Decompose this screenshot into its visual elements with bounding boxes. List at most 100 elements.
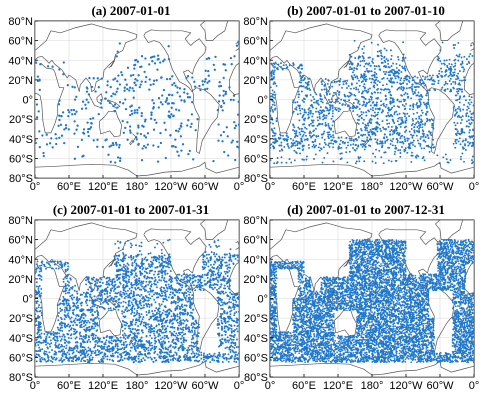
panel-b-point-1042	[332, 134, 335, 137]
panel-b-point-447	[450, 73, 452, 76]
panel-a-point-220	[165, 77, 169, 81]
panel-c-point-180	[78, 356, 80, 359]
panel-c-point-2513	[60, 343, 63, 346]
panel-c-point-2225	[201, 273, 204, 276]
panel-b-point-1362	[465, 99, 467, 102]
panel-c-point-924	[45, 360, 48, 363]
panel-a-xtick-5: 60°W	[191, 181, 219, 193]
panel-a-point-144	[118, 42, 121, 45]
panel-b-point-531	[341, 86, 343, 89]
panel-b-point-1176	[386, 77, 389, 80]
panel-c-point-634	[235, 300, 238, 303]
panel-c-point-2584	[158, 355, 161, 358]
panel-c-point-1046	[59, 310, 62, 313]
panel-a-point-122	[190, 122, 193, 126]
panel-b-point-1533	[323, 114, 326, 117]
panel-c-point-2200	[210, 275, 212, 278]
panel-c-point-2346	[213, 241, 216, 244]
panel-c-point-1915	[98, 306, 101, 309]
panel-c-point-1121	[175, 278, 178, 281]
panel-b-point-669	[385, 98, 388, 100]
panel-c-point-762	[159, 304, 161, 307]
panel-a-point-189	[193, 85, 197, 88]
panel-b-point-1282	[405, 117, 408, 120]
panel-a-point-300	[140, 114, 143, 118]
panel-c-point-2576	[115, 336, 118, 339]
panel-b-point-429	[377, 87, 380, 90]
panel-c-point-1030	[183, 355, 185, 358]
panel-b-point-1000	[346, 79, 349, 82]
panel-c-point-2512	[48, 343, 51, 346]
panel-c-point-2188	[91, 332, 94, 335]
panel-a-point-37	[134, 83, 137, 87]
panel-a-point-178	[205, 57, 208, 61]
panel-a-ytick-5: 20°S	[9, 114, 33, 126]
panel-b-point-1703	[418, 95, 421, 98]
panel-b-point-771	[330, 81, 333, 84]
panel-c-point-2260	[38, 333, 41, 336]
panel-b-point-1233	[371, 60, 374, 63]
panel-b-point-987	[436, 154, 439, 157]
panel-b-point-594	[442, 156, 445, 159]
panel-b-point-419	[296, 147, 299, 150]
panel-c-point-917	[40, 306, 43, 309]
panel-c-point-2583	[74, 305, 77, 308]
panel-c-point-2499	[61, 350, 64, 353]
panel-a-point-173	[224, 69, 227, 72]
panel-c-point-285	[155, 307, 158, 310]
panel-b-point-1615	[305, 95, 308, 98]
panel-b-point-1614	[408, 115, 411, 118]
panel-b-point-1486	[376, 54, 379, 57]
panel-b-point-989	[299, 75, 302, 77]
panel-b-point-1361	[369, 95, 372, 98]
panel-c-point-2114	[165, 330, 168, 333]
panel-c-point-1512	[133, 311, 136, 314]
panel-c-point-46	[140, 304, 143, 307]
panel-c-point-96	[158, 261, 161, 264]
panel-a-point-66	[186, 92, 189, 95]
panel-b-point-526	[271, 103, 274, 106]
panel-b-point-1215	[363, 87, 366, 90]
panel-b-point-1660	[273, 127, 276, 130]
panel-a-point-79	[152, 144, 155, 147]
panel-b-point-639	[377, 43, 379, 46]
panel-b-point-24	[417, 86, 420, 88]
panel-b-point-757	[385, 115, 388, 118]
panel-b-point-354	[438, 72, 441, 75]
panel-c-point-468	[40, 311, 43, 314]
panel-b-point-1609	[403, 113, 406, 115]
panel-c-point-1648	[54, 344, 57, 347]
panel-c-point-739	[72, 305, 75, 308]
panel-c-point-1821	[62, 295, 65, 298]
panel-b-point-1656	[383, 65, 386, 67]
panel-b-point-1675	[340, 136, 343, 139]
panel-b-point-1305	[388, 146, 391, 149]
panel-c-point-930	[216, 246, 219, 248]
panel-b-point-818	[426, 117, 429, 120]
panel-c-point-510	[108, 341, 111, 344]
panel-b-point-1719	[407, 137, 410, 140]
panel-b-point-1177	[403, 108, 406, 111]
panel-b-point-325	[301, 158, 304, 161]
panel-c-point-1882	[137, 357, 140, 360]
panel-c-point-1588	[188, 344, 191, 347]
panel-a-point-192	[141, 147, 144, 150]
panel-a-point-146	[129, 131, 132, 134]
panel-a-point-0	[82, 128, 86, 131]
panel-b-point-1315	[361, 104, 364, 107]
panel-b-point-44	[296, 142, 299, 145]
panel-c-point-368	[236, 321, 239, 324]
panel-b-point-448	[302, 79, 305, 82]
panel-c-point-1469	[171, 326, 174, 329]
panel-b-point-1196	[298, 65, 301, 68]
panel-b-point-196	[274, 108, 276, 111]
panel-a-point-372	[175, 108, 178, 111]
panel-a-point-90	[204, 78, 207, 81]
panel-c-point-1843	[84, 354, 87, 357]
panel-c-point-1153	[200, 354, 203, 356]
panel-c-point-2389	[74, 341, 77, 344]
panel-c-point-787	[137, 353, 140, 355]
panel-c-point-2054	[97, 353, 100, 356]
panel-c-point-826	[232, 306, 234, 309]
panel-b-point-1707	[390, 54, 393, 57]
